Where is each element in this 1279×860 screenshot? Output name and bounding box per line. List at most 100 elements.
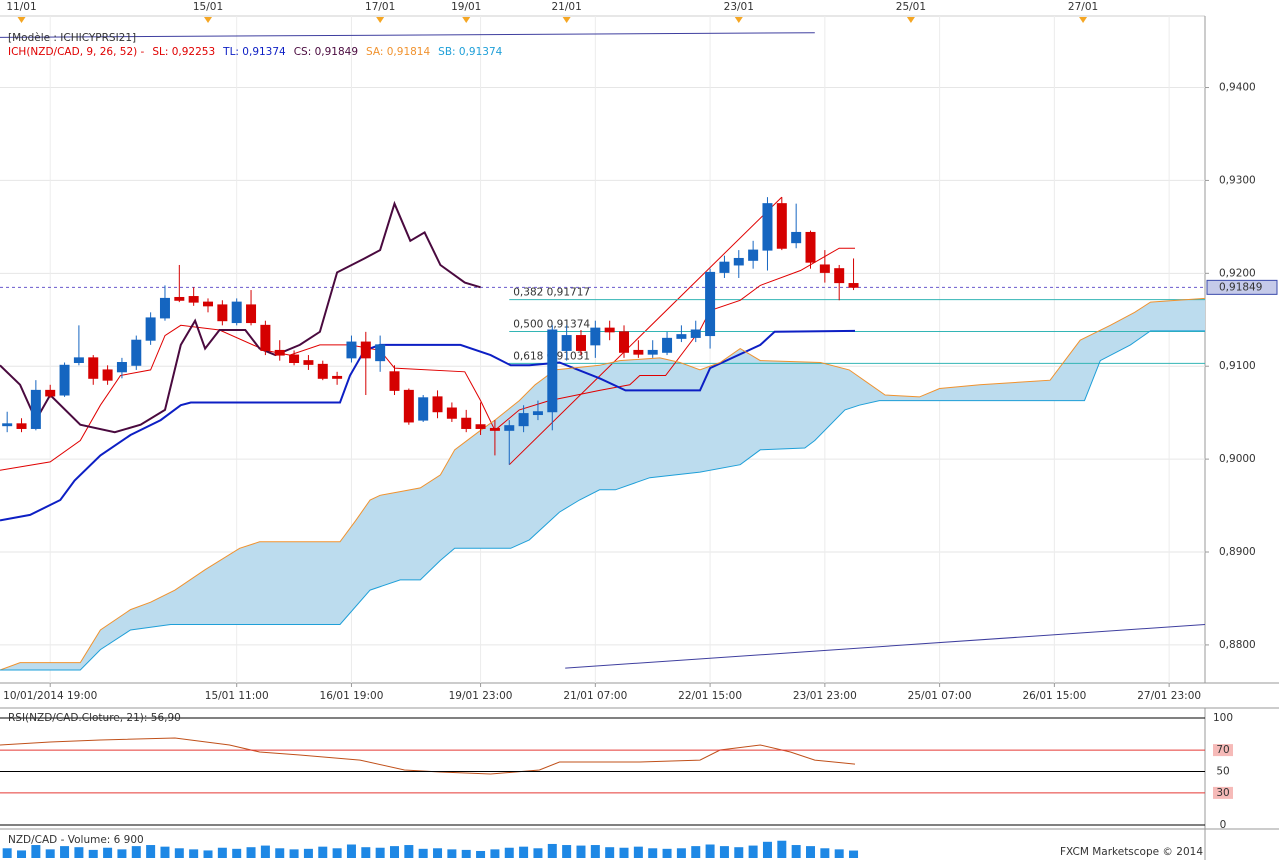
candle-body [289,354,300,364]
candle-body [461,417,472,429]
x-tick-label: 23/01 23:00 [793,690,857,702]
volume-bar [605,847,615,858]
x-tick-label: 15/01 11:00 [205,690,269,702]
top-date-label: 27/01 [1068,1,1098,13]
model-label: [Modèle : ICHICYPRSI21] [8,32,136,44]
candle-body [762,203,773,251]
top-date-label: 23/01 [724,1,754,13]
volume-bar [849,850,859,858]
legend-entry: TL: 0,91374 [222,46,286,58]
candle-body [303,360,314,365]
candle-body [360,341,371,359]
volume-bar [375,847,385,858]
volume-bar [490,849,500,858]
volume-bar [519,846,529,858]
candle-body [776,203,787,249]
top-date-label: 17/01 [365,1,395,13]
y-tick-label: 50 [1216,766,1229,778]
x-tick-label: 26/01 15:00 [1022,690,1086,702]
candle-body [188,296,199,303]
legend-entry: SA: 0,91814 [366,46,430,58]
candle-body [59,364,70,396]
candle-body [174,296,185,301]
candle-body [403,389,414,423]
volume-bar [834,849,844,858]
cloud [0,298,1205,670]
footer: FXCM Marketscope © 2014 [1060,846,1203,858]
candle-body [705,271,716,337]
date-marker [562,17,571,23]
volume-bar [447,849,457,858]
candle-body [375,344,386,362]
volume-bar [820,848,830,858]
legend-entry: SB: 0,91374 [438,46,502,58]
y-tick-label: 0,9100 [1219,360,1256,372]
last-price-label: 0,91849 [1219,281,1262,293]
top-date-label: 15/01 [193,1,223,13]
volume-bar [389,846,399,858]
top-date-label: 11/01 [6,1,36,13]
volume-bar [633,846,643,858]
series-line [0,330,1205,671]
volume-bar [88,849,98,858]
candle-body [805,231,816,263]
volume-bar [762,841,772,858]
volume-bar [203,850,213,858]
volume-bar [74,847,84,858]
volume-bar [332,848,342,858]
legend-entry: CS: 0,91849 [294,46,358,58]
volume-title: NZD/CAD - Volume: 6 900 [8,834,144,846]
volume-bar [806,846,816,858]
volume-bar [791,845,801,858]
volume-bar [619,847,629,858]
x-tick-label: 25/01 07:00 [908,690,972,702]
candle-body [131,339,142,366]
candle-body [532,411,543,416]
volume-bar [217,847,227,858]
volume-bar [562,845,572,858]
volume-bar [103,847,113,858]
volume-bar [777,840,787,858]
level-label-bg [1213,744,1233,757]
candle-body [489,427,500,431]
volume-bar [174,848,184,858]
y-tick-label: 0,9300 [1219,174,1256,186]
candle-body [834,268,845,284]
rsi-plot [0,737,856,775]
y-tick-label: 100 [1213,712,1233,724]
y-tick-label: 70 [1216,744,1229,756]
candle-body [819,264,830,273]
volume-bar [576,845,586,858]
volume-bar [2,848,12,858]
candle-body [547,329,558,413]
candle-body [217,304,228,322]
volume-bar [734,847,744,858]
volume-bar [303,848,313,858]
candle-body [418,397,429,421]
top-date-label: 25/01 [896,1,926,13]
level-label-bg [1213,786,1233,799]
y-tick-label: 0,8800 [1219,639,1256,651]
volume-bar [60,846,70,858]
y-tick-label: 0,9400 [1219,82,1256,94]
candle-body [231,301,242,324]
volume-bar [648,848,658,858]
volume-bar [17,850,27,858]
candle-body [317,363,328,379]
candle-body [246,304,257,324]
volume-bar [705,844,715,858]
x-tick-label: 19/01 23:00 [449,690,513,702]
candle-body [159,297,170,319]
volume-bar [662,848,672,858]
date-marker [204,17,213,23]
candle-body [389,371,400,391]
x-tick-label: 21/01 07:00 [563,690,627,702]
rsi-title: RSI(NZD/CAD.Cloture, 21): 56,90 [8,712,181,724]
candle-body [590,327,601,346]
candle-body [518,413,529,427]
volume-bar [719,846,729,858]
volume-bar [476,850,486,858]
candle-body [45,389,56,397]
volume-bar [691,846,701,858]
candle-body [791,231,802,244]
